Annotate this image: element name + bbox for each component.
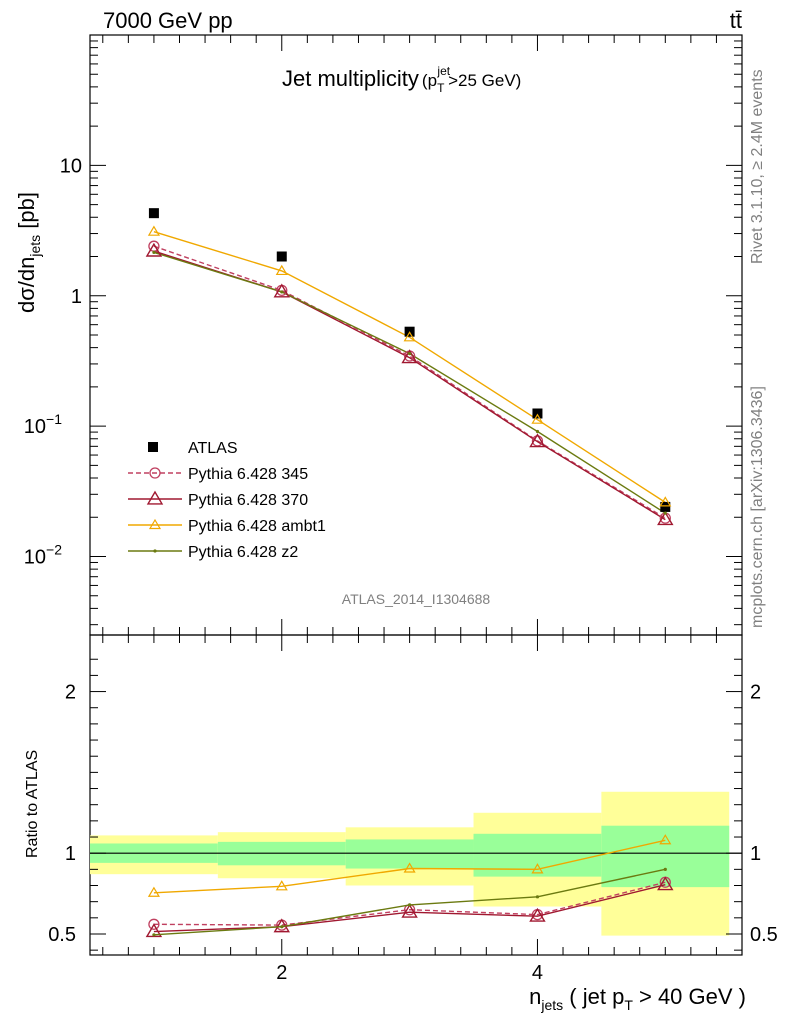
ambt1-marker: [531, 413, 544, 424]
ambt1-marker: [275, 880, 288, 891]
ratio-ylabel: Ratio to ATLAS: [24, 750, 41, 858]
process-label: tt̄: [730, 8, 742, 33]
p370-ratio-line: [153, 884, 666, 933]
y-tick-label: 1: [71, 286, 82, 308]
ratio-y-tick-label-right: 0.5: [750, 924, 778, 946]
ambt1-marker: [148, 518, 162, 530]
y-tick-label: 10−2: [24, 542, 62, 569]
energy-label: 7000 GeV pp: [103, 8, 233, 33]
z2-marker: [153, 549, 157, 553]
chart-title: Jet multiplicity (pTjet>25 GeV): [282, 64, 521, 95]
ambt1-marker: [147, 225, 160, 236]
y-tick-label: 10−1: [24, 411, 62, 438]
ambt1-marker: [659, 834, 672, 845]
ambt1-marker: [403, 331, 416, 342]
legend: ATLAS Pythia 6.428 345 Pythia 6.428 370 Pyt…: [128, 440, 326, 561]
z2-marker: [535, 895, 540, 899]
p370-marker: [145, 923, 163, 938]
uncertainty-band-inner: [473, 833, 602, 877]
z2-marker: [408, 352, 412, 356]
ambt1-marker: [531, 863, 544, 874]
mcplots-label: mcplots.cern.ch [arXiv:1306.3436]: [749, 386, 766, 628]
ratio-y-tick-label: 1: [65, 843, 76, 865]
z2-marker: [152, 250, 156, 255]
legend-label: ATLAS: [188, 440, 238, 457]
p370-marker: [529, 907, 546, 922]
atlas-marker: [148, 208, 159, 219]
z2-marker: [152, 933, 156, 937]
x-axis-label: njets ( jet pT > 40 GeV ): [529, 984, 746, 1013]
ambt1-marker: [403, 862, 416, 873]
p370-marker: [146, 490, 164, 505]
z2-marker: [280, 925, 284, 929]
p345-line: [153, 245, 666, 519]
ambt1-line: [153, 231, 666, 503]
z2-marker: [280, 290, 284, 294]
legend-label: Pythia 6.428 345: [188, 466, 308, 483]
p370-marker: [657, 876, 674, 891]
main-ylabel: dσ/dnjets [pb]: [14, 192, 43, 313]
atlas-marker: [532, 408, 543, 419]
p370-marker: [145, 242, 163, 257]
ratio-plot-frame: [89, 634, 743, 956]
p370-marker: [529, 433, 546, 448]
legend-label: Pythia 6.428 370: [188, 492, 308, 509]
p370-marker: [401, 903, 418, 918]
p345-marker: [148, 918, 160, 930]
rivet-version-label: Rivet 3.1.10, ≥ 2.4M events: [749, 69, 766, 264]
ambt1-ratio-line: [153, 839, 666, 894]
ratio-y-tick-label-right: 2: [750, 682, 761, 704]
ambt1-marker: [147, 886, 160, 897]
ratio-plot-layer: 2 4 0.5 0.5 1 1 2 2: [48, 658, 778, 984]
p370-marker: [273, 283, 290, 298]
p345-ratio-line: [153, 881, 666, 926]
p370-marker: [401, 349, 418, 364]
y-tick-label: 10: [60, 155, 82, 177]
atlas-marker: [276, 251, 287, 262]
p370-marker: [657, 511, 674, 526]
ratio-y-tick-label-right: 1: [750, 843, 761, 865]
z2-marker: [663, 511, 667, 515]
ratio-y-tick-label: 2: [65, 682, 76, 704]
x-tick-label: 4: [532, 962, 543, 984]
legend-label: Pythia 6.428 z2: [188, 544, 298, 561]
p345-marker: [149, 467, 161, 479]
ambt1-marker: [275, 264, 288, 276]
z2-marker: [535, 429, 540, 434]
ambt1-marker: [659, 496, 672, 507]
atlas-marker: [660, 501, 671, 512]
x-tick-label: 2: [276, 962, 287, 984]
legend-label: Pythia 6.428 ambt1: [188, 518, 326, 535]
ratio-y-tick-label: 0.5: [48, 924, 76, 946]
analysis-id: ATLAS_2014_I1304688: [342, 591, 491, 607]
z2-marker: [663, 867, 667, 871]
z2-marker: [408, 903, 412, 907]
legend-atlas-marker: [148, 442, 158, 452]
main-plot-layer: 10−2 10−1 1 10: [24, 34, 742, 955]
